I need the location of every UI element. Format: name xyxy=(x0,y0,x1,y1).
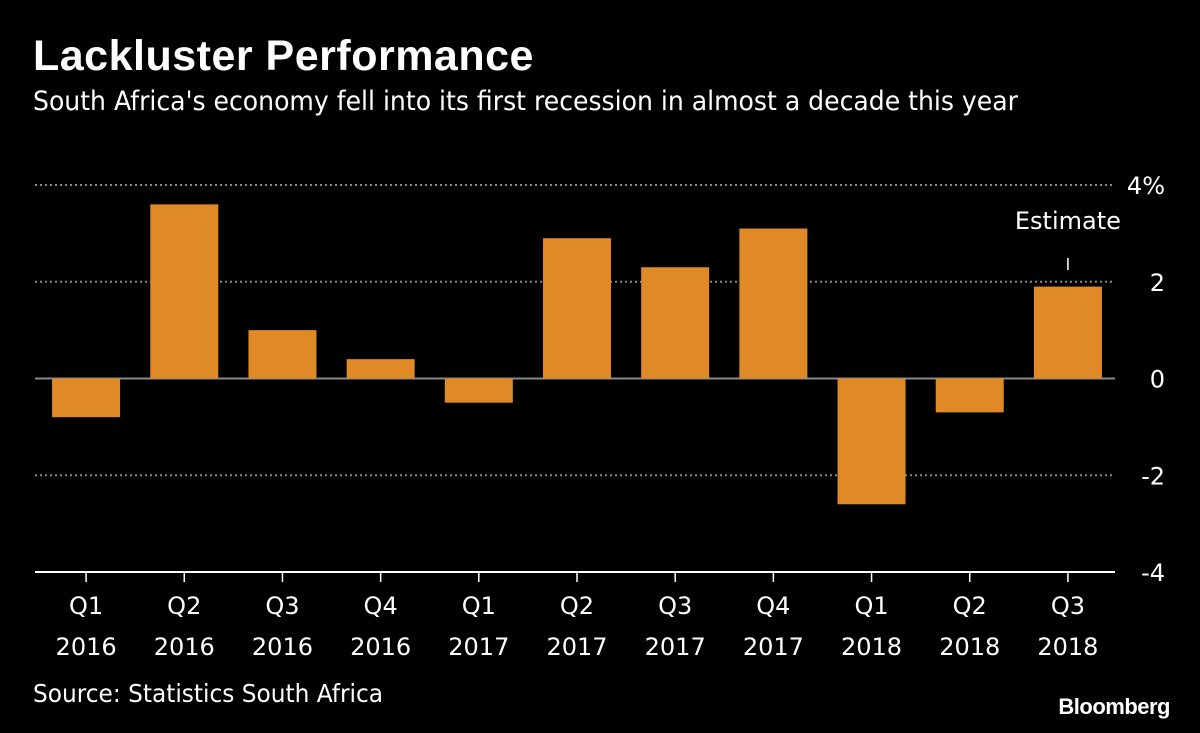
x-tick-label-year: 2018 xyxy=(1037,633,1098,661)
y-tick-label: 4% xyxy=(1127,172,1165,200)
x-tick-label-year: 2016 xyxy=(350,633,411,661)
x-tick-label-quarter: Q1 xyxy=(854,592,888,620)
bar xyxy=(248,330,317,379)
x-tick-label-year: 2017 xyxy=(546,633,607,661)
bloomberg-logo: Bloomberg xyxy=(1058,694,1170,719)
x-tick-label-year: 2017 xyxy=(743,633,804,661)
bar xyxy=(52,378,121,418)
x-tick-label-quarter: Q3 xyxy=(658,592,692,620)
x-tick-label-quarter: Q1 xyxy=(462,592,496,620)
x-tick-label-year: 2017 xyxy=(448,633,509,661)
x-tick-label-quarter: Q1 xyxy=(69,592,103,620)
x-tick-label-year: 2016 xyxy=(154,633,215,661)
x-tick-label-quarter: Q3 xyxy=(1051,592,1085,620)
y-tick-label: 2 xyxy=(1150,269,1165,297)
bar xyxy=(346,359,415,379)
x-tick-label-year: 2017 xyxy=(645,633,706,661)
x-tick-label-year: 2018 xyxy=(841,633,902,661)
x-tick-label-year: 2018 xyxy=(939,633,1000,661)
y-tick-label: -2 xyxy=(1141,462,1165,490)
x-tick-label-quarter: Q4 xyxy=(756,592,790,620)
source-note: Source: Statistics South Africa xyxy=(33,679,384,708)
x-tick-label-quarter: Q3 xyxy=(265,592,299,620)
bar xyxy=(543,238,611,379)
bar xyxy=(444,378,513,403)
bar xyxy=(935,378,1004,413)
x-tick-label-quarter: Q2 xyxy=(560,592,594,620)
x-tick-label-quarter: Q2 xyxy=(953,592,987,620)
chart-subtitle: South Africa's economy fell into its fir… xyxy=(33,86,1018,117)
chart-title: Lackluster Performance xyxy=(33,32,534,80)
y-tick-label: -4 xyxy=(1141,559,1165,587)
bar xyxy=(150,204,219,379)
estimate-annotation: Estimate xyxy=(1015,207,1121,235)
bar xyxy=(837,378,906,505)
y-tick-label: 0 xyxy=(1150,366,1165,394)
bar xyxy=(641,267,710,379)
bar xyxy=(739,228,808,379)
x-tick-label-year: 2016 xyxy=(252,633,313,661)
x-tick-label-quarter: Q2 xyxy=(167,592,201,620)
bar xyxy=(1033,286,1102,379)
x-tick-label-quarter: Q4 xyxy=(364,592,398,620)
x-tick-label-year: 2016 xyxy=(56,633,117,661)
